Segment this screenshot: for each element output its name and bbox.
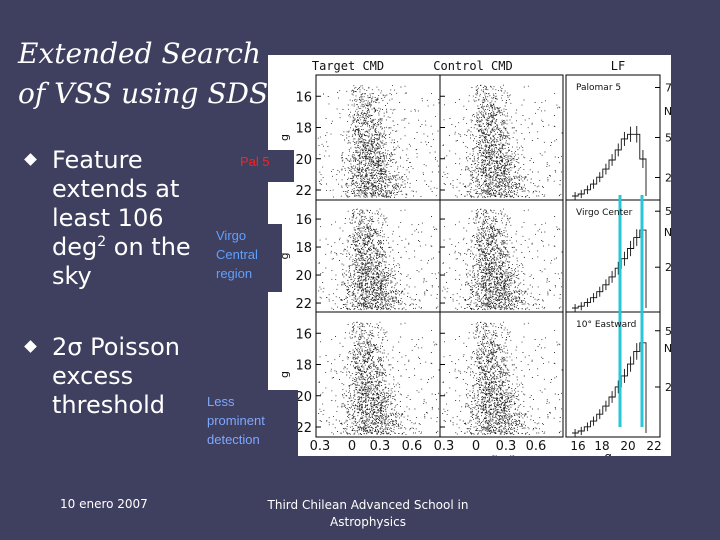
title-line-1: Extended Search	[18, 37, 261, 70]
lf-y-tick: 500	[665, 325, 671, 338]
column-title: Control CMD	[433, 59, 512, 73]
cmd-y-tick: 20	[295, 390, 312, 405]
callout-virgo-line: Central	[216, 247, 258, 262]
cmd-y-tick: 20	[295, 269, 312, 284]
cmd-y-tick: 18	[295, 241, 312, 256]
bullet-item: Feature extends at least 106 deg2 on the…	[22, 146, 207, 291]
cmd-x-tick: 0.3	[434, 439, 455, 454]
cmd-y-tick: 16	[295, 327, 312, 342]
cmd-y-axis-label: g	[278, 253, 291, 260]
cmd-figure-svg: Target CMD Control CMD LF 16 18 20 22 g 16 18 20 22…	[278, 59, 671, 456]
cmd-x-tick: 0	[472, 439, 480, 454]
callout-pal5-text: Pal 5	[240, 154, 270, 169]
cmd-scatter-points	[317, 84, 563, 435]
slide-title: Extended Search of VSS using SDSS	[18, 34, 318, 114]
callout-less-line: prominent	[207, 413, 265, 428]
bullet-tail: on the sky	[52, 233, 191, 290]
lf-panel-frame	[565, 311, 661, 438]
cmd-x-tick: 0.3	[310, 439, 331, 454]
column-title: Target CMD	[312, 59, 384, 73]
lf-y-tick: 750	[665, 82, 671, 95]
cmd-y-tick: 22	[295, 421, 312, 436]
cmd-x-tick: 0.3	[496, 439, 517, 454]
lf-panel-label: Virgo Center	[576, 208, 633, 218]
lf-y-tick: 500	[665, 132, 671, 145]
bullet-superscript: 2	[97, 234, 107, 250]
callout-less-line: Less	[207, 394, 235, 409]
cmd-y-tick: 22	[295, 297, 312, 312]
diamond-bullet-icon	[24, 340, 37, 353]
bullet-item: 2σ Poisson excess threshold	[22, 333, 207, 420]
lf-y-tick: 250	[665, 261, 671, 274]
callout-virgo: Virgo Central region	[212, 224, 282, 292]
lf-x-axis-label: g	[604, 450, 612, 456]
cmd-x-tick: 0.6	[526, 439, 547, 454]
callout-less-prominent: Less prominent detection	[203, 390, 298, 458]
cmd-y-tick: 16	[295, 213, 312, 228]
cmd-y-tick: 22	[295, 184, 312, 199]
bullet-text: Feature extends at least 106 deg	[52, 146, 180, 261]
lf-histogram	[572, 133, 647, 197]
lf-histogram	[572, 342, 647, 434]
footer-date: 10 enero 2007	[60, 497, 148, 511]
cmd-x-axis-label: g−r	[490, 452, 515, 456]
footer-event-line: Third Chilean Advanced School in	[267, 498, 469, 512]
lf-x-tick: 22	[646, 439, 661, 453]
cmd-x-tick: 0.3	[370, 439, 391, 454]
lf-y-axis-label: N	[664, 342, 671, 355]
cmd-figure: Target CMD Control CMD LF 16 18 20 22 g 16 18 20 22…	[268, 55, 671, 456]
callout-less-line: detection	[207, 432, 260, 447]
bullet-text: 2σ Poisson excess threshold	[52, 333, 180, 419]
cmd-y-tick: 16	[295, 90, 312, 105]
callout-pal5: Pal 5	[236, 150, 294, 182]
cmd-x-tick: 0	[348, 439, 356, 454]
lf-y-tick: 250	[665, 172, 671, 185]
lf-x-tick: 20	[620, 439, 635, 453]
cmd-y-tick: 20	[295, 153, 312, 168]
callout-virgo-line: region	[216, 266, 253, 281]
column-title: LF	[611, 59, 625, 73]
cmd-x-tick: 0.6	[402, 439, 423, 454]
lf-histogram	[572, 229, 647, 309]
bullet-list: Feature extends at least 106 deg2 on the…	[22, 146, 207, 462]
lf-y-axis-label: N	[664, 226, 671, 239]
diamond-bullet-icon	[24, 153, 37, 166]
title-line-2: of VSS using SDSS	[18, 77, 287, 110]
lf-x-tick: 16	[570, 439, 585, 453]
callout-virgo-line: Virgo	[216, 228, 247, 243]
cmd-panel-frame	[439, 311, 564, 438]
lf-y-tick: 500	[665, 205, 671, 218]
cmd-y-tick: 18	[295, 122, 312, 137]
cmd-y-axis-label: g	[278, 371, 291, 378]
footer-event: Third Chilean Advanced School in Astroph…	[258, 497, 478, 531]
lf-panel-label: Palomar 5	[576, 83, 621, 93]
lf-x-tick: 18	[594, 439, 609, 453]
lf-y-tick: 250	[665, 381, 671, 394]
cmd-y-tick: 18	[295, 359, 312, 374]
lf-y-axis-label: N	[664, 105, 671, 118]
footer-event-line: Astrophysics	[330, 515, 406, 529]
lf-panel-label: 10° Eastward	[576, 320, 636, 330]
cmd-y-axis-label: g	[278, 134, 291, 141]
